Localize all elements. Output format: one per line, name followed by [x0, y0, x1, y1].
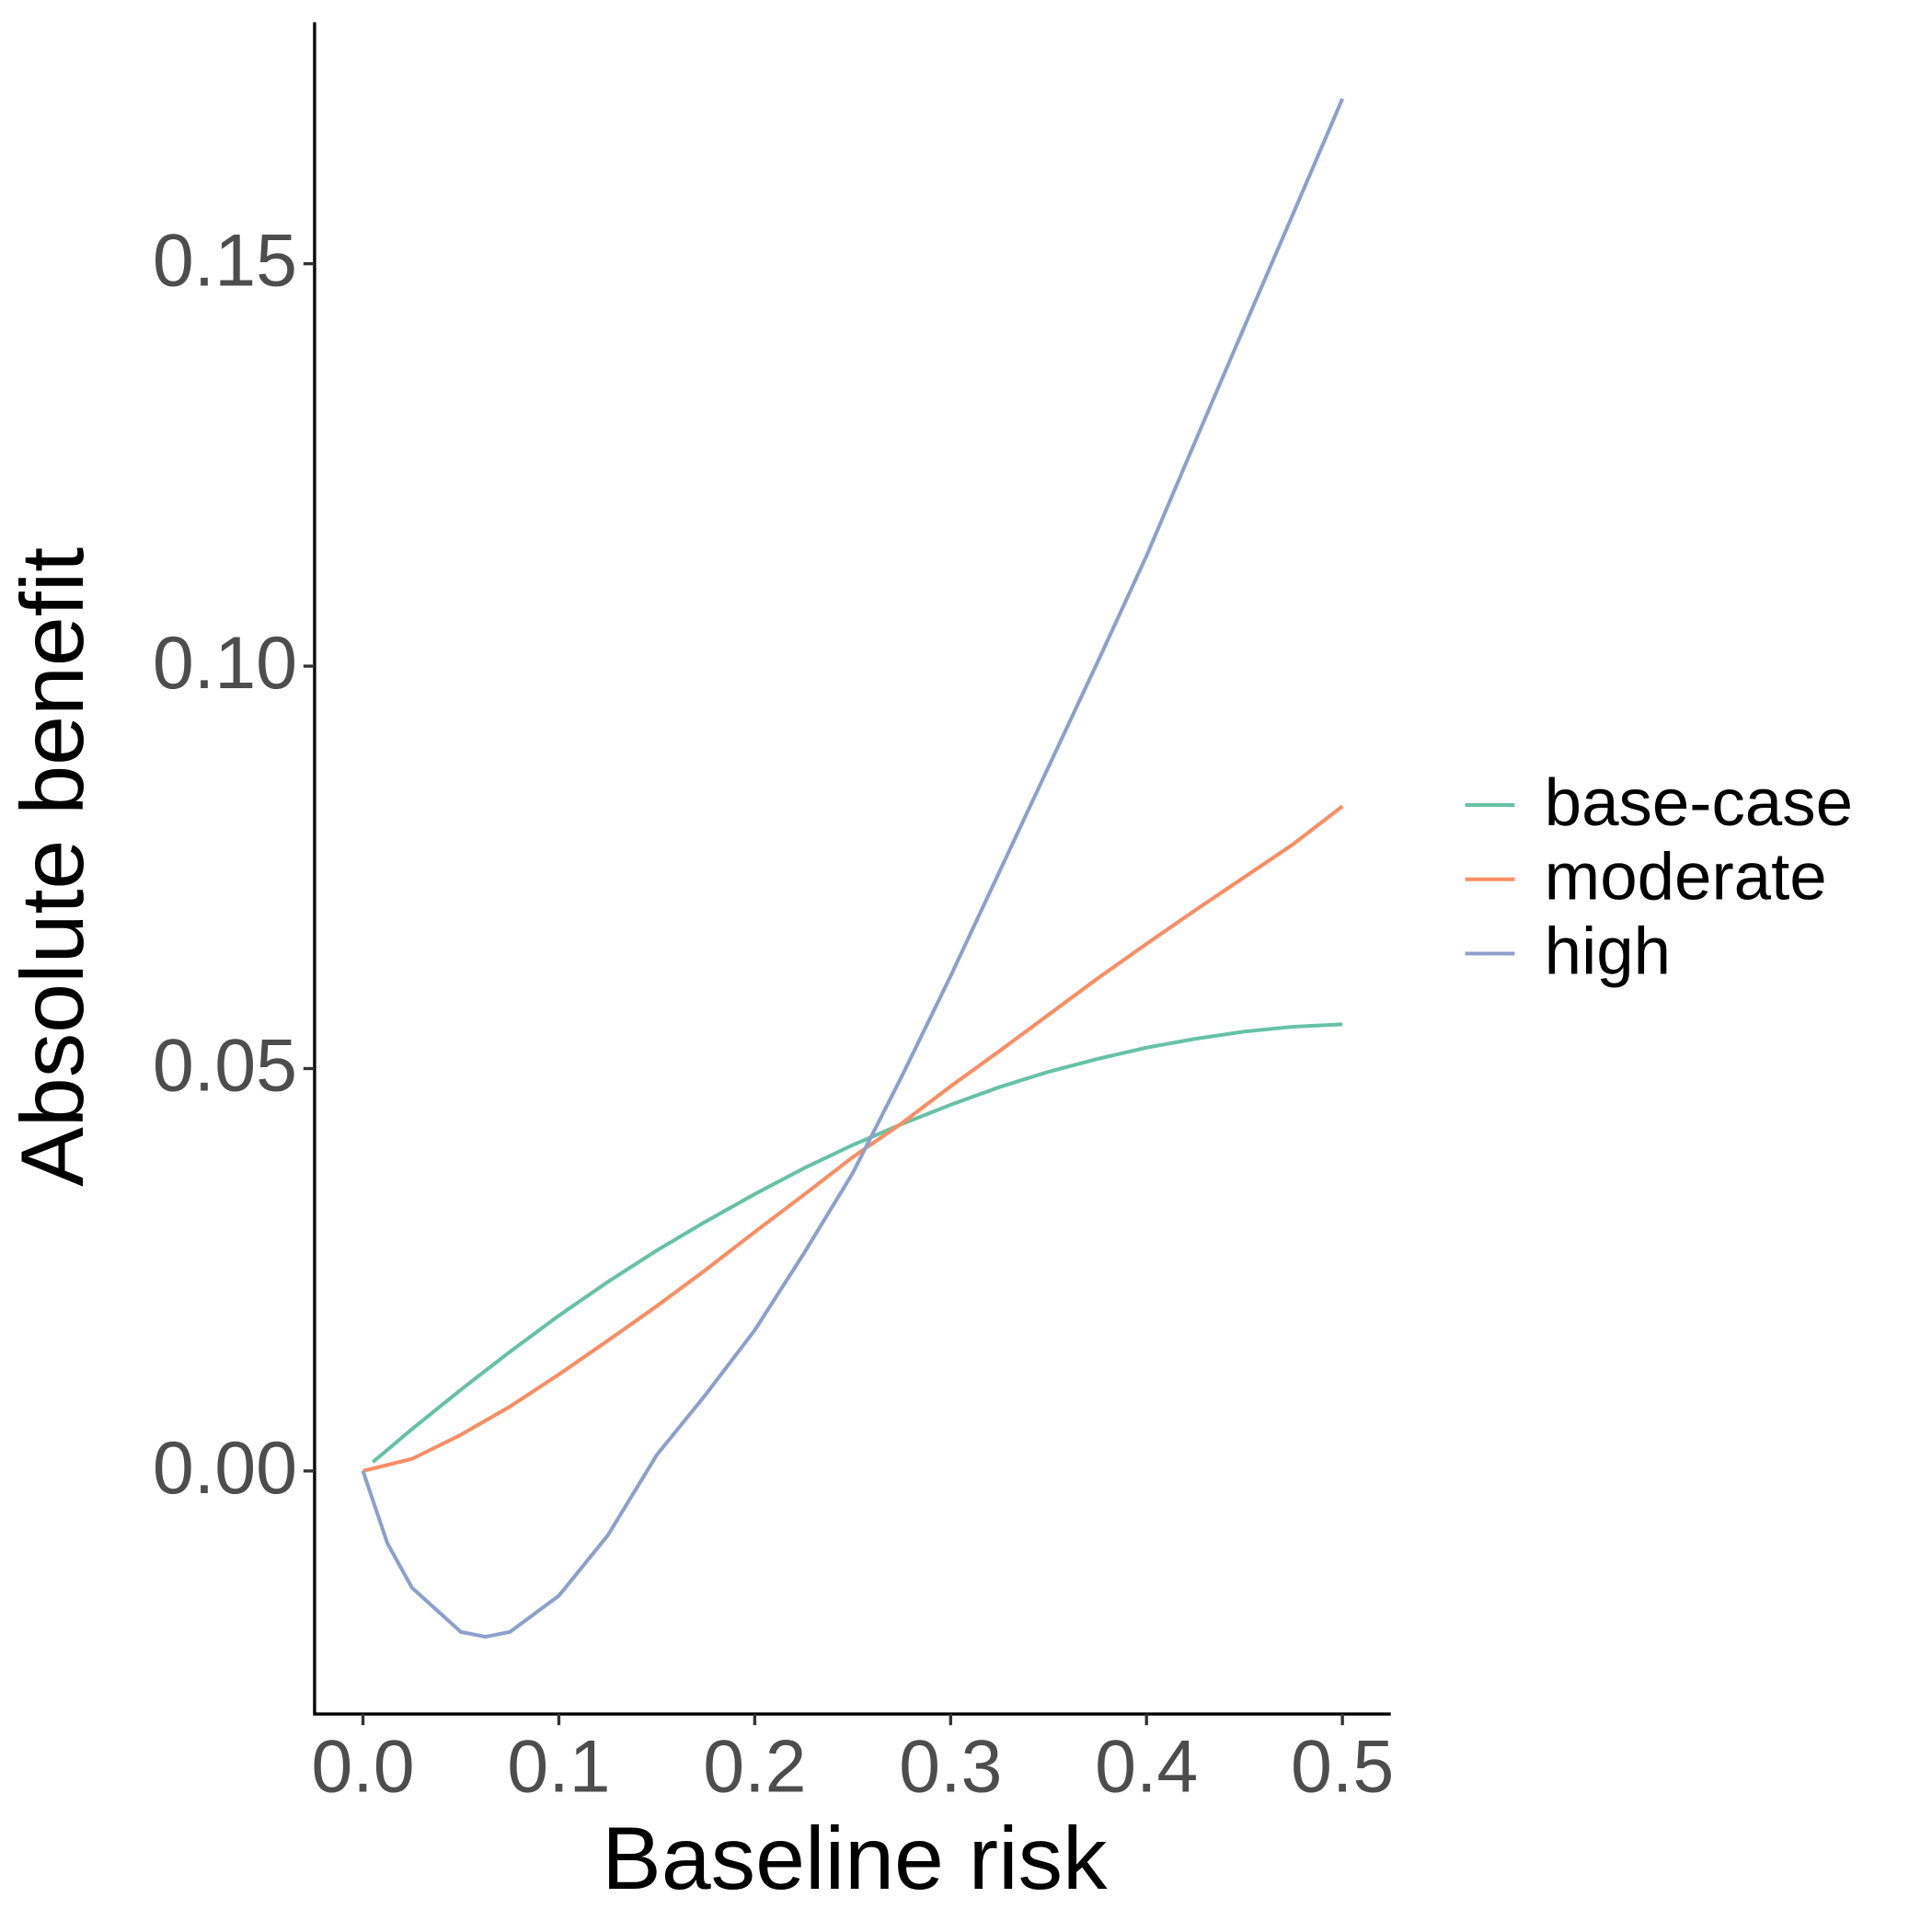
- series-line: [371, 1022, 1343, 1464]
- y-axis-title: Absolute benefit: [2, 547, 102, 1187]
- legend-label: base-case: [1545, 765, 1853, 840]
- series-line: [362, 804, 1344, 1473]
- x-tick-label: 0.0: [311, 1726, 414, 1809]
- series-line: [361, 98, 1344, 1639]
- y-tick-label: 0.00: [153, 1427, 297, 1510]
- y-tick-label: 0.10: [153, 622, 297, 705]
- x-tick-label: 0.5: [1291, 1726, 1394, 1809]
- x-axis-title: Baseline risk: [602, 1808, 1108, 1908]
- legend-label: moderate: [1545, 840, 1827, 914]
- legend-label: high: [1545, 914, 1671, 988]
- x-tick-label: 0.3: [899, 1726, 1002, 1809]
- x-tick-label: 0.2: [703, 1726, 806, 1809]
- y-tick-label: 0.05: [153, 1025, 297, 1108]
- y-tick-label: 0.15: [153, 220, 297, 303]
- x-tick-label: 0.1: [507, 1726, 610, 1809]
- x-tick-label: 0.4: [1095, 1726, 1198, 1809]
